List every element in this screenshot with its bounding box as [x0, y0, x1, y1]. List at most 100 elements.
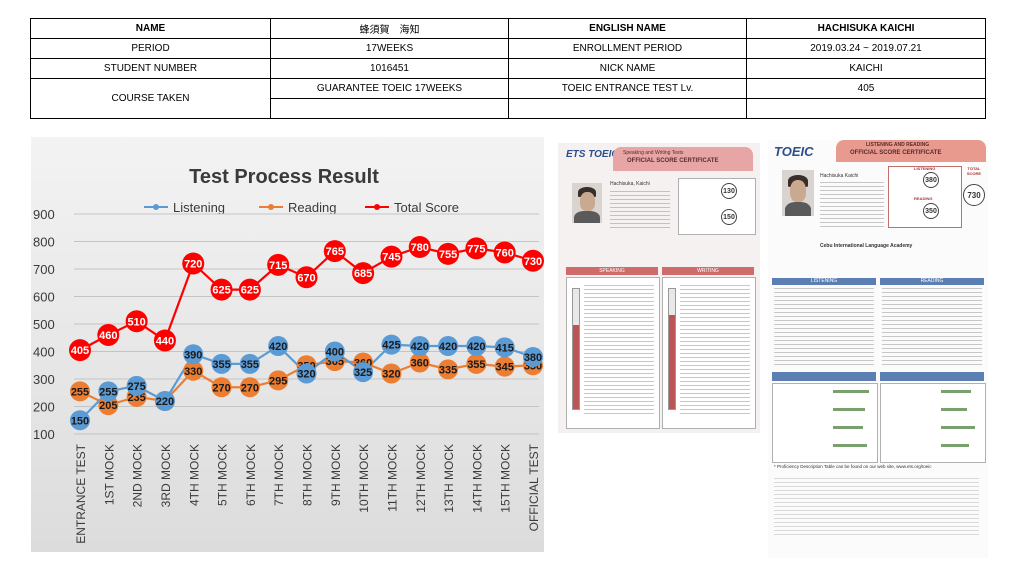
- data-label: 460: [99, 330, 117, 342]
- sw-student-name: Hachisuka, Kaichi: [610, 181, 650, 187]
- certificate-details: [820, 182, 884, 228]
- name-label: NAME: [30, 18, 271, 39]
- lr-subtitle: LISTENING AND READING: [866, 142, 930, 148]
- legend-entry: Total Score: [394, 200, 459, 215]
- empty-cell: [270, 98, 509, 119]
- data-label: 420: [467, 341, 485, 353]
- data-label: 150: [71, 415, 89, 427]
- name-value: 蜂須賀 海知: [270, 18, 509, 39]
- data-point: [98, 395, 119, 416]
- data-label: 760: [496, 248, 514, 260]
- legend-entry: Listening: [173, 200, 225, 215]
- lr-footer-note: * Proficiency Description Table can be f…: [774, 464, 932, 469]
- data-label: 330: [184, 366, 202, 378]
- data-label: 390: [184, 349, 202, 361]
- course-taken-label: COURSE TAKEN: [30, 78, 271, 119]
- data-point: [380, 245, 403, 268]
- sw-subtitle: Speaking and Writing Tests: [623, 150, 684, 156]
- listening-abilities-header: [772, 372, 876, 381]
- entrance-test-label: TOEIC ENTRANCE TEST Lv.: [508, 78, 747, 99]
- y-tick-label: 500: [33, 317, 55, 332]
- enrollment-period-label: ENROLLMENT PERIOD: [508, 38, 747, 59]
- data-point: [466, 353, 487, 374]
- data-point: [267, 253, 290, 276]
- data-label: 235: [127, 392, 145, 404]
- data-label: 335: [439, 364, 457, 376]
- toeic-logo: TOEIC: [774, 144, 814, 159]
- data-point: [183, 344, 204, 365]
- legend-swatch-marker: [268, 204, 274, 210]
- data-label: 380: [524, 352, 542, 364]
- chart-grid: [74, 213, 539, 435]
- reading-description: [882, 288, 982, 368]
- chart-title: Test Process Result: [189, 166, 379, 188]
- data-point: [523, 347, 543, 367]
- data-point: [493, 241, 516, 264]
- data-label: 625: [212, 285, 230, 297]
- reading-header: READING: [880, 278, 984, 285]
- table-row: PERIOD 17WEEKS ENROLLMENT PERIOD 2019.03…: [30, 38, 986, 59]
- data-point: [182, 252, 205, 275]
- y-tick-label: 400: [33, 345, 55, 360]
- data-label: 360: [411, 358, 429, 370]
- data-point: [409, 336, 430, 356]
- data-label: 415: [496, 342, 514, 354]
- table-row: STUDENT NUMBER 1016451 NICK NAME KAICHI: [30, 58, 986, 79]
- english-name-value: HACHISUKA KAICHI: [746, 18, 986, 39]
- data-label: 425: [382, 340, 400, 352]
- data-label: 325: [354, 367, 372, 379]
- listening-reading-certificate: TOEIC LISTENING AND READING OFFICIAL SCO…: [768, 140, 988, 558]
- data-label: 320: [382, 369, 400, 381]
- data-point: [183, 360, 204, 381]
- data-label: 625: [241, 285, 259, 297]
- x-tick-label: 11TH MOCK: [385, 444, 399, 512]
- data-label: 405: [71, 345, 89, 357]
- data-point: [210, 278, 233, 301]
- y-tick-label: 800: [33, 235, 55, 250]
- student-photo: [782, 170, 814, 216]
- english-name-label: ENGLISH NAME: [508, 18, 747, 39]
- data-point: [211, 377, 232, 398]
- data-point: [70, 381, 90, 402]
- student-info-table: NAME 蜂須賀 海知 ENGLISH NAME HACHISUKA KAICH…: [30, 18, 986, 119]
- data-label: 355: [241, 359, 259, 371]
- data-point: [381, 363, 402, 384]
- data-label: 205: [99, 400, 117, 412]
- data-label: 400: [326, 347, 344, 359]
- data-point: [239, 353, 260, 374]
- data-label: 420: [269, 341, 287, 353]
- total-score-circle: 730: [963, 184, 985, 206]
- data-label: 270: [212, 382, 230, 394]
- data-label: 685: [354, 268, 372, 280]
- legend-entry: Reading: [288, 200, 336, 215]
- data-point: [153, 329, 176, 352]
- table-row: NAME 蜂須賀 海知 ENGLISH NAME HACHISUKA KAICH…: [30, 18, 986, 39]
- writing-description: [680, 285, 750, 415]
- nick-name-label: NICK NAME: [508, 58, 747, 79]
- data-point: [238, 278, 261, 301]
- data-point: [296, 363, 317, 384]
- data-point: [268, 370, 289, 391]
- listening-header: LISTENING: [772, 278, 876, 285]
- certificate-details: [610, 191, 670, 229]
- data-label: 345: [496, 362, 514, 374]
- data-point: [268, 336, 289, 356]
- data-label: 780: [411, 242, 429, 254]
- reading-abilities-header: [880, 372, 984, 381]
- table-row: [31, 98, 986, 119]
- data-point: [69, 339, 91, 362]
- x-tick-label: 4TH MOCK: [187, 444, 201, 506]
- data-label: 295: [269, 375, 287, 387]
- data-label: 775: [467, 243, 485, 255]
- data-label: 255: [71, 386, 89, 398]
- data-label: 420: [439, 341, 457, 353]
- x-tick-label: ENTRANCE TEST: [74, 443, 88, 543]
- empty-cell: [746, 98, 986, 119]
- data-label: 220: [156, 396, 174, 408]
- chart-series: 405 460 510 440 720 625 625 715 670 765 685 745 780 7…: [69, 236, 544, 431]
- speaking-scale: [572, 288, 580, 410]
- score-panel: [678, 178, 756, 235]
- data-label: 440: [156, 336, 174, 348]
- data-point: [522, 249, 544, 272]
- x-tick-label: 7TH MOCK: [272, 444, 286, 506]
